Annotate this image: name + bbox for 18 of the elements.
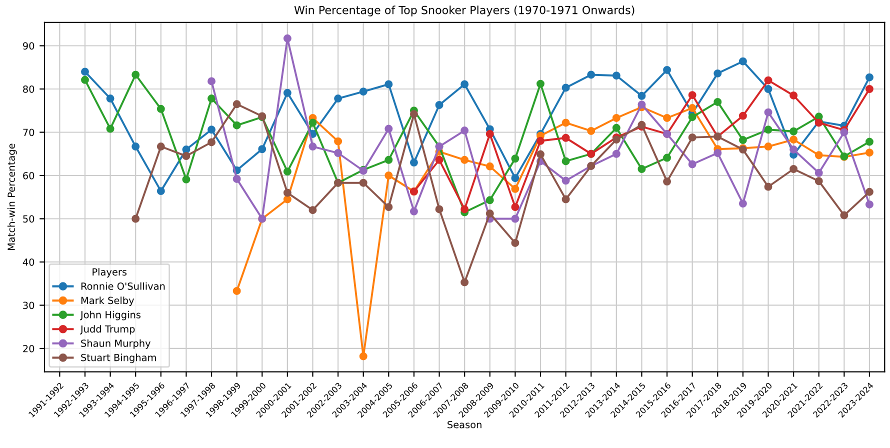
y-tick-label: 90 bbox=[23, 42, 34, 50]
legend-title: Players bbox=[92, 268, 127, 278]
y-tick-label: 40 bbox=[22, 258, 34, 266]
x-axis-title: Season bbox=[448, 420, 482, 428]
y-tick-label: 70 bbox=[23, 128, 34, 136]
legend-label: Ronnie O'Sullivan bbox=[81, 282, 165, 290]
y-tick-label: 30 bbox=[23, 302, 34, 310]
y-tick-label: 50 bbox=[23, 215, 34, 223]
chart-title: Win Percentage of Top Snooker Players (1970-1971 Onwards) bbox=[294, 6, 634, 16]
y-tick-label: 60 bbox=[23, 172, 34, 180]
y-tick-label: 80 bbox=[23, 85, 34, 93]
y-tick-label: 20 bbox=[23, 344, 34, 352]
legend-label: John Higgins bbox=[80, 310, 141, 320]
legend-label: Judd Trump bbox=[80, 325, 135, 335]
legend-label: Mark Selby bbox=[81, 296, 134, 306]
legend-label: Stuart Bingham bbox=[81, 354, 156, 364]
legend-label: Shaun Murphy bbox=[81, 339, 151, 349]
y-axis-title: Match-win Percentage bbox=[7, 144, 17, 250]
